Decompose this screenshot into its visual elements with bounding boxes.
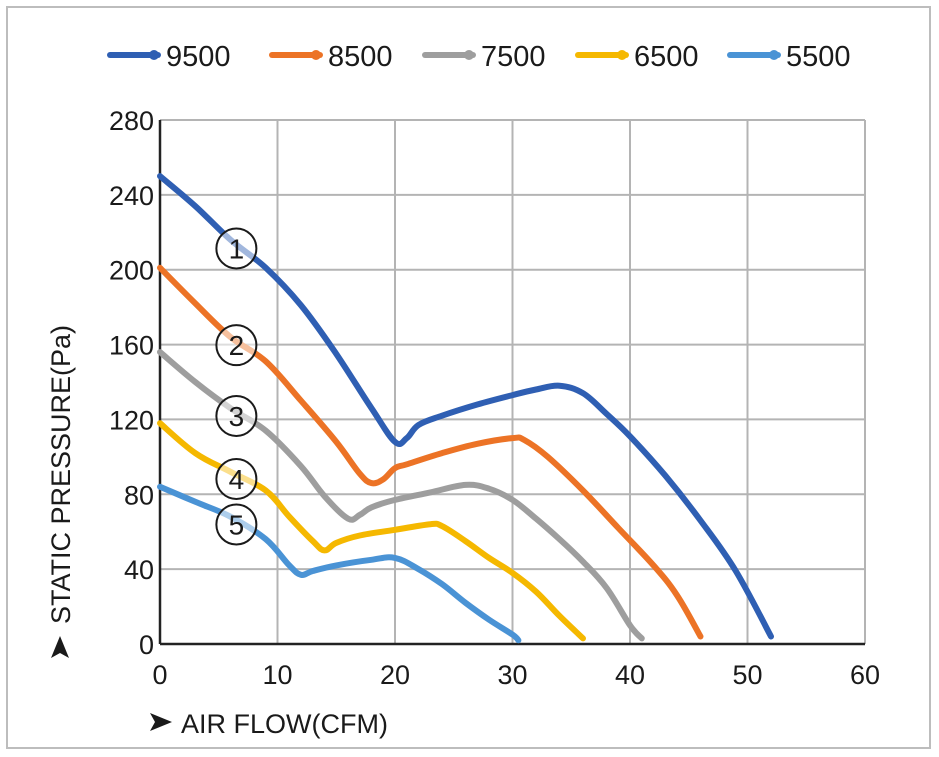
series-line-9500 (157, 173, 774, 640)
legend-item-5500: 5500 (727, 41, 851, 73)
y-tick-label: 80 (124, 480, 154, 510)
grid (158, 119, 866, 646)
legend-item-8500: 8500 (269, 41, 393, 73)
legend-marker-icon (769, 50, 779, 60)
curve-marker-4: 4 (215, 457, 258, 500)
y-tick-label: 200 (109, 256, 154, 286)
legend-label: 7500 (481, 41, 546, 73)
legend-item-9500: 9500 (107, 41, 231, 73)
legend-item-7500: 7500 (422, 41, 546, 73)
x-axis-arrow-icon (150, 713, 172, 731)
legend-label: 9500 (166, 41, 231, 73)
x-tick-label: 50 (732, 660, 762, 690)
x-tick-label: 30 (497, 660, 527, 690)
marker-number: 1 (229, 233, 245, 264)
marker-number: 3 (229, 401, 245, 432)
curve-marker-1: 1 (215, 227, 258, 270)
legend-label: 6500 (634, 41, 699, 73)
y-tick-label: 40 (124, 555, 154, 585)
y-tick-label: 120 (109, 405, 154, 435)
x-tick-label: 40 (615, 660, 645, 690)
series-line-8500 (157, 264, 704, 640)
series-lines (157, 173, 774, 644)
marker-number: 5 (229, 509, 245, 540)
y-axis-label: STATIC PRESSURE(Pa) (46, 325, 76, 624)
legend-item-6500: 6500 (575, 41, 699, 73)
marker-circle (215, 394, 258, 437)
legend-label: 5500 (786, 41, 851, 73)
y-tick-label: 280 (109, 106, 154, 136)
y-tick-label: 160 (109, 331, 154, 361)
curve-marker-5: 5 (215, 503, 258, 546)
legend-marker-icon (311, 50, 321, 60)
y-axis-arrow-icon (51, 636, 69, 658)
y-tick-label: 240 (109, 181, 154, 211)
y-axis-title: STATIC PRESSURE(Pa) (46, 325, 76, 658)
marker-circle (215, 324, 258, 367)
marker-number: 2 (229, 330, 245, 361)
marker-circle (215, 503, 258, 546)
tick-labels: 0 10 20 30 40 50 60 0 40 80 120 160 200 240 280 (109, 106, 880, 690)
curve-marker-2: 2 (215, 324, 258, 367)
legend-marker-icon (149, 50, 159, 60)
x-tick-label: 20 (380, 660, 410, 690)
x-tick-label: 10 (262, 660, 292, 690)
x-axis-label: AIR FLOW(CFM) (181, 709, 388, 739)
series-line-6500 (157, 420, 586, 642)
legend-marker-icon (617, 50, 627, 60)
series-line-7500 (157, 349, 645, 642)
curve-markers: 1 2 3 4 5 (215, 227, 258, 546)
y-tick-label: 0 (139, 630, 154, 660)
curve-marker-3: 3 (215, 394, 258, 437)
x-tick-label: 0 (152, 660, 167, 690)
legend-marker-icon (464, 50, 474, 60)
marker-circle (215, 227, 258, 270)
legend: 9500 8500 7500 6500 5500 (107, 41, 851, 73)
marker-circle (215, 457, 258, 500)
legend-label: 8500 (328, 41, 393, 73)
x-axis-title: AIR FLOW(CFM) (150, 709, 388, 739)
x-tick-label: 60 (850, 660, 880, 690)
marker-number: 4 (229, 464, 245, 495)
